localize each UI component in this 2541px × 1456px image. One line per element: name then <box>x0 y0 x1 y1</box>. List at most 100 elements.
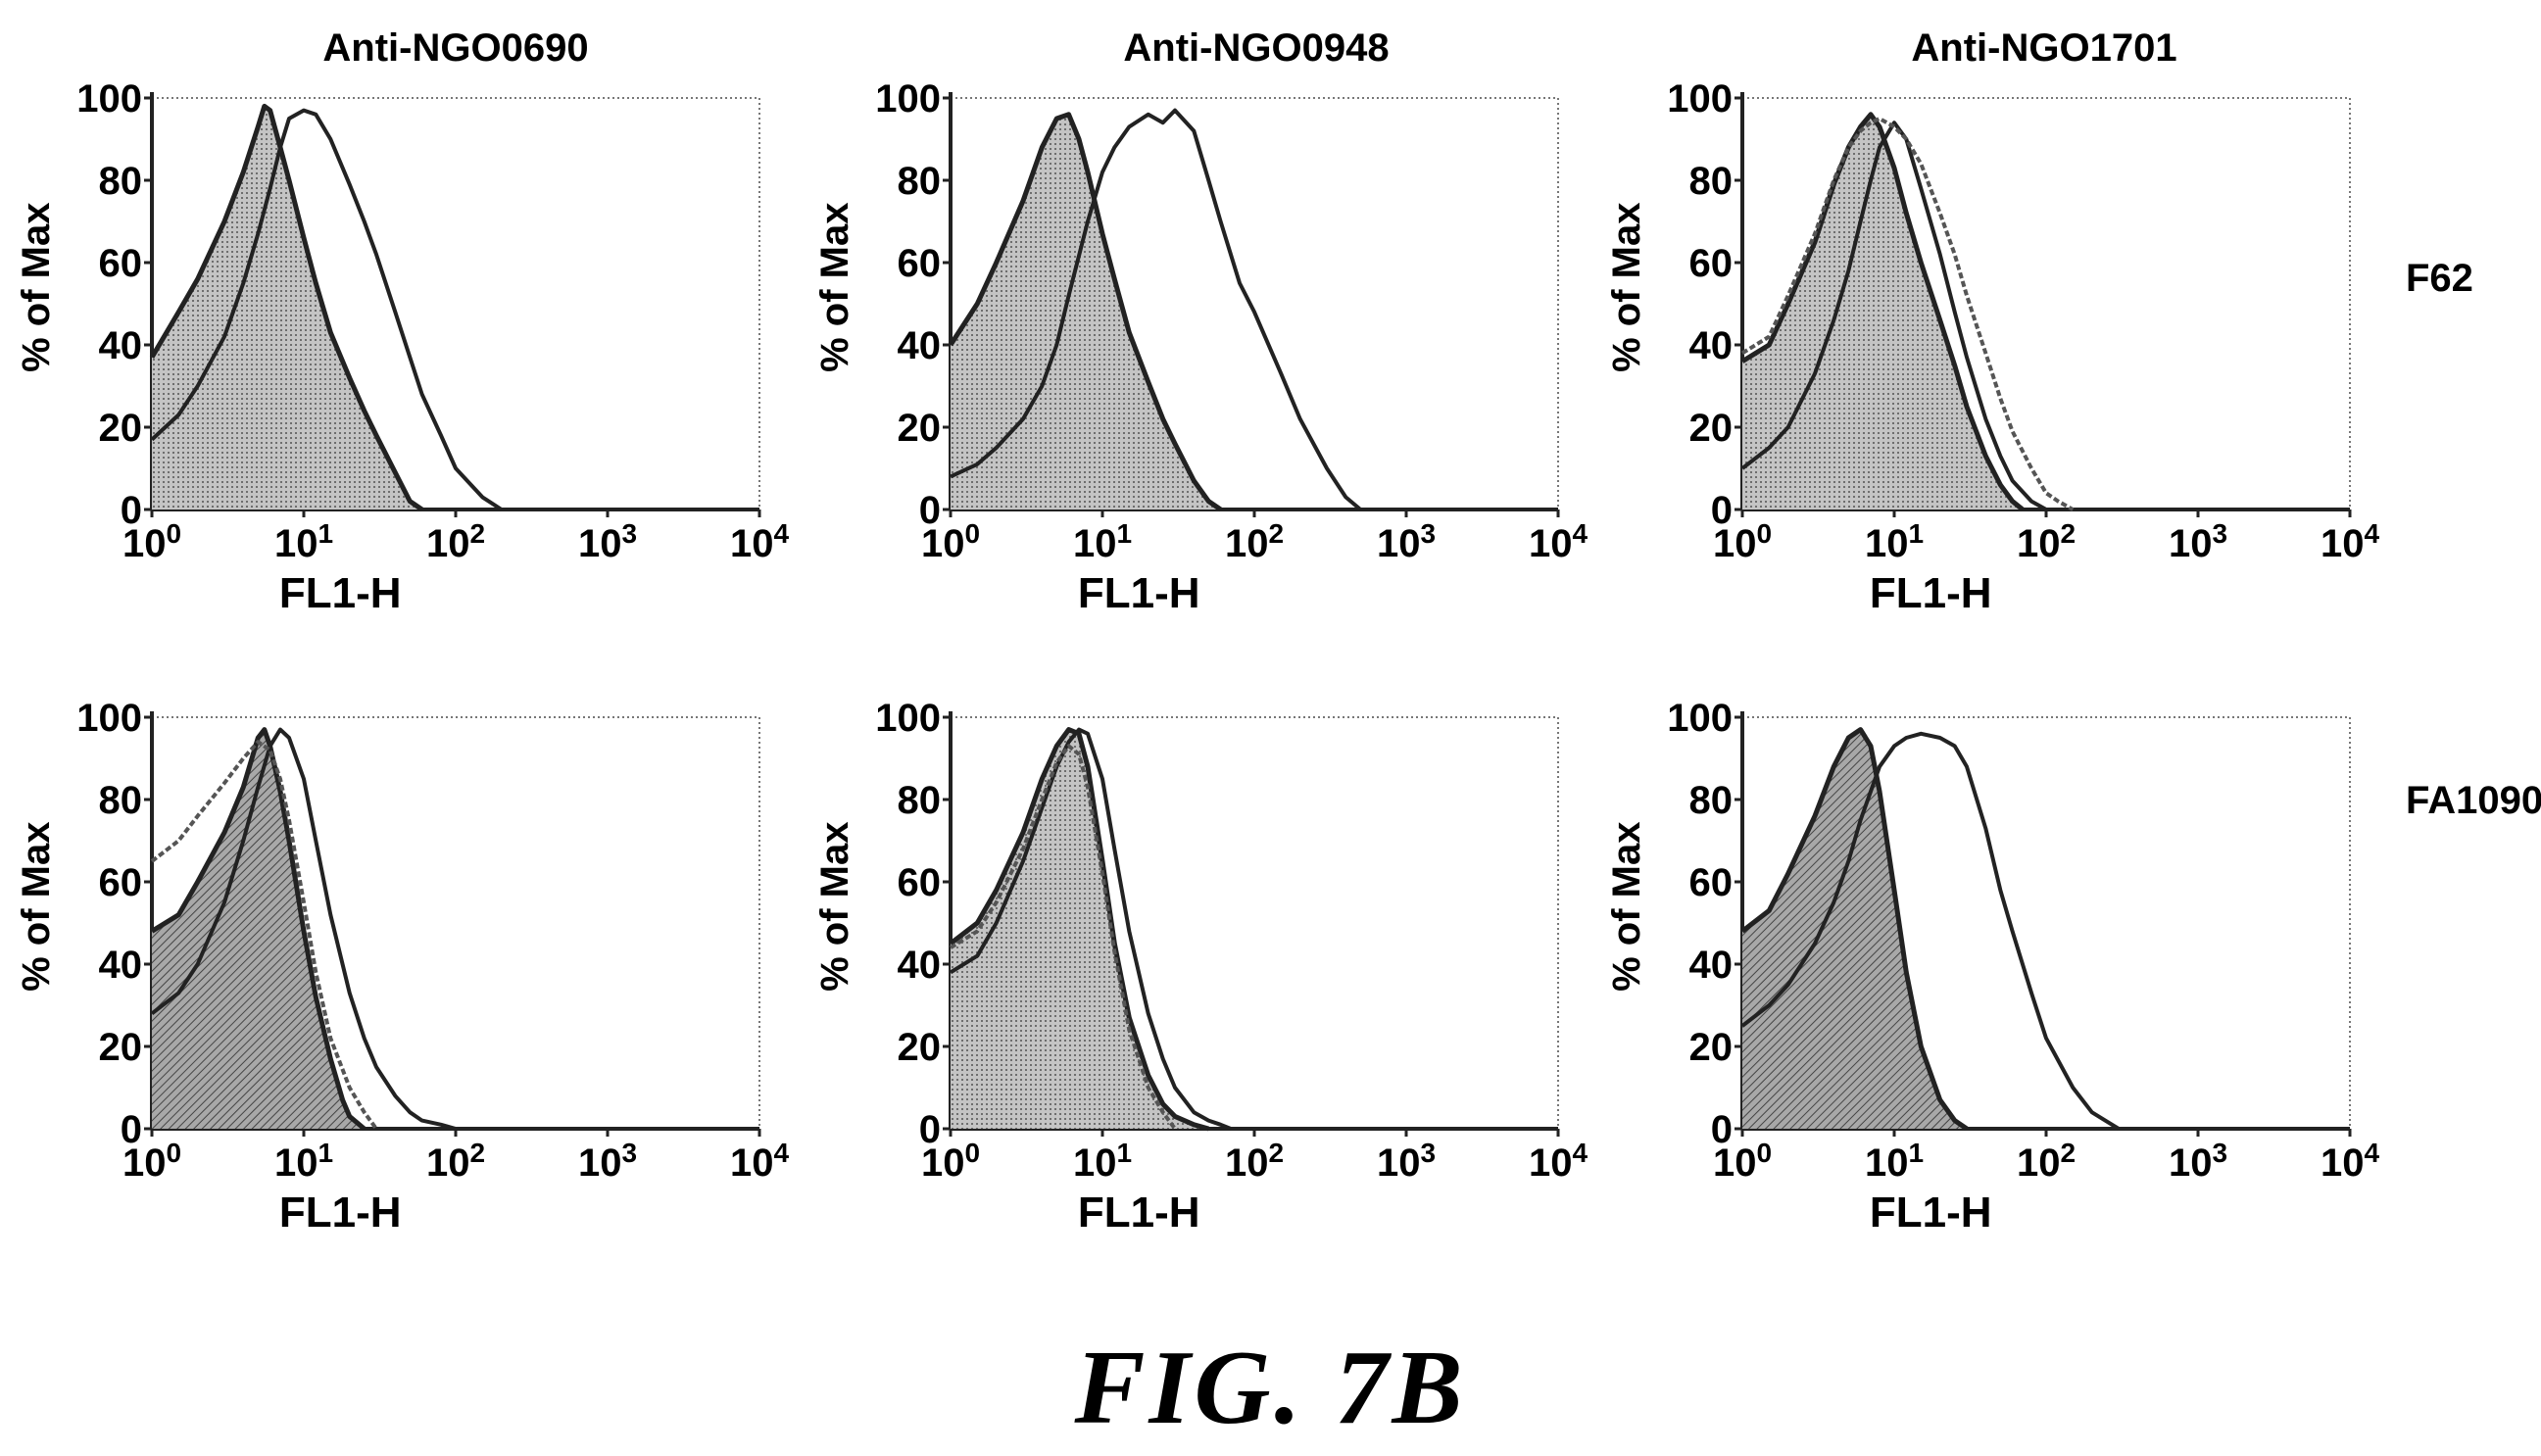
histogram-line <box>950 108 1362 511</box>
histogram-fill <box>951 729 1209 1129</box>
x-tick-label: 100 <box>921 518 980 565</box>
y-axis-label: % of Max <box>813 822 856 992</box>
x-tick-label: 103 <box>2169 1138 2227 1185</box>
y-axis-label: % of Max <box>1605 203 1648 372</box>
y-tick-label: 60 <box>99 242 143 285</box>
y-tick-label: 20 <box>1689 407 1734 450</box>
y-tick-label: 40 <box>1689 944 1734 987</box>
y-tick-label: 0 <box>1711 1108 1733 1151</box>
x-axis-label: FL1-H <box>1078 1189 1200 1237</box>
histogram-panel: 0 20 40 60 80 100 100 101 102 103 104 FL1-H % of Max <box>813 77 1588 617</box>
y-tick-label: 100 <box>875 697 941 740</box>
y-tick-label: 0 <box>121 1108 142 1151</box>
x-axis-label: FL1-H <box>279 569 402 617</box>
y-tick-label: 60 <box>898 242 942 285</box>
histogram-line <box>1740 117 2075 511</box>
y-tick-label: 60 <box>898 861 942 904</box>
y-tick-label: 0 <box>919 1108 941 1151</box>
x-tick-label: 100 <box>921 1138 980 1185</box>
x-tick-label: 103 <box>2169 518 2227 565</box>
x-tick-label: 104 <box>730 518 790 565</box>
x-tick-label: 104 <box>2321 518 2380 565</box>
y-axis-label: % of Max <box>15 203 58 372</box>
figure-caption: FIG. 7B <box>1074 1330 1467 1446</box>
y-tick-label: 20 <box>898 1026 942 1069</box>
histogram-line <box>1740 727 1969 1132</box>
y-tick-label: 80 <box>898 160 942 203</box>
y-tick-label: 100 <box>1667 697 1733 740</box>
y-tick-label: 20 <box>99 1026 143 1069</box>
y-tick-label: 60 <box>1689 242 1734 285</box>
y-tick-label: 100 <box>875 77 941 121</box>
column-title-ngo1701: Anti-NGO1701 <box>1911 26 2176 70</box>
histogram-line <box>149 103 424 512</box>
y-tick-label: 40 <box>99 944 143 987</box>
x-tick-label: 101 <box>1073 1138 1132 1185</box>
y-tick-label: 40 <box>898 324 942 367</box>
y-tick-label: 60 <box>99 861 143 904</box>
y-tick-label: 100 <box>76 77 142 121</box>
x-tick-label: 100 <box>1713 518 1772 565</box>
x-tick-label: 104 <box>1529 1138 1588 1185</box>
y-axis-label: % of Max <box>813 203 856 372</box>
x-tick-label: 102 <box>1225 1138 1284 1185</box>
histogram-line <box>1740 731 2121 1131</box>
histogram-panels: 0 20 40 60 80 100 100 101 102 103 104 FL1-H % of Max… <box>15 77 2379 1237</box>
histogram-panel: 0 20 40 60 80 100 100 101 102 103 104 FL1-H % of Max <box>1605 697 2379 1237</box>
y-tick-label: 100 <box>76 697 142 740</box>
x-tick-label: 103 <box>578 518 637 565</box>
y-tick-label: 0 <box>919 489 941 532</box>
histogram-line <box>1740 112 2025 511</box>
y-tick-label: 0 <box>1711 489 1733 532</box>
x-tick-label: 100 <box>122 1138 181 1185</box>
column-title-ngo0690: Anti-NGO0690 <box>322 26 588 70</box>
histogram-fill <box>152 106 422 510</box>
y-tick-label: 0 <box>121 489 142 532</box>
x-axis-label: FL1-H <box>1078 569 1200 617</box>
x-tick-label: 102 <box>2017 1138 2076 1185</box>
row-label-fa1090: FA1090 <box>2406 779 2541 822</box>
x-tick-label: 104 <box>2321 1138 2380 1185</box>
histogram-line <box>949 727 1209 1132</box>
y-tick-label: 40 <box>99 324 143 367</box>
x-tick-label: 101 <box>274 1138 333 1185</box>
x-tick-label: 102 <box>426 518 485 565</box>
x-tick-label: 103 <box>1377 518 1436 565</box>
histogram-line <box>949 727 1232 1131</box>
histogram-fill <box>1742 729 1967 1129</box>
x-tick-label: 100 <box>122 518 181 565</box>
histogram-line <box>949 744 1177 1131</box>
histogram-panel: 0 20 40 60 80 100 100 101 102 103 104 FL1-H % of Max <box>15 77 789 617</box>
histogram-line <box>150 108 503 511</box>
x-tick-label: 102 <box>426 1138 485 1185</box>
x-axis-label: FL1-H <box>1870 1189 1992 1237</box>
row-label-f62: F62 <box>2406 257 2473 300</box>
y-axis-label: % of Max <box>1605 822 1648 992</box>
x-tick-label: 100 <box>1713 1138 1772 1185</box>
y-tick-label: 80 <box>1689 160 1734 203</box>
x-tick-label: 103 <box>1377 1138 1436 1185</box>
x-axis-label: FL1-H <box>1870 569 1992 617</box>
histogram-panel: 0 20 40 60 80 100 100 101 102 103 104 FL1-H % of Max <box>1605 77 2379 617</box>
y-tick-label: 80 <box>99 160 143 203</box>
x-tick-label: 102 <box>2017 518 2076 565</box>
y-tick-label: 100 <box>1667 77 1733 121</box>
histogram-fill <box>1742 114 2023 510</box>
x-tick-label: 101 <box>1865 518 1924 565</box>
x-tick-label: 101 <box>274 518 333 565</box>
histogram-line <box>150 727 457 1131</box>
x-tick-label: 101 <box>1073 518 1132 565</box>
y-tick-label: 80 <box>99 779 143 822</box>
y-tick-label: 20 <box>898 407 942 450</box>
x-axis-label: FL1-H <box>279 1189 402 1237</box>
y-axis-label: % of Max <box>15 822 58 992</box>
y-tick-label: 60 <box>1689 861 1734 904</box>
histogram-panel: 0 20 40 60 80 100 100 101 102 103 104 FL1-H % of Max <box>15 697 789 1237</box>
y-tick-label: 80 <box>898 779 942 822</box>
x-tick-label: 101 <box>1865 1138 1924 1185</box>
x-tick-label: 104 <box>730 1138 790 1185</box>
x-tick-label: 103 <box>578 1138 637 1185</box>
histogram-line <box>150 740 378 1131</box>
y-tick-label: 20 <box>1689 1026 1734 1069</box>
